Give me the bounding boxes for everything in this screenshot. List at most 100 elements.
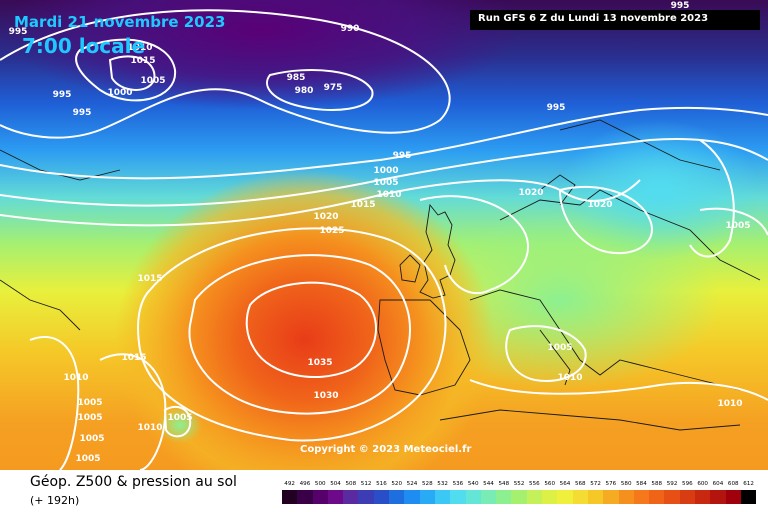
scale-color-swatch bbox=[358, 490, 374, 504]
scale-color-swatch bbox=[312, 490, 328, 504]
isobar-label: 1005 bbox=[547, 343, 572, 353]
scale-tick-label: 548 bbox=[498, 481, 510, 487]
scale-color-swatch bbox=[572, 490, 588, 504]
scale-color-swatch bbox=[725, 490, 741, 504]
scale-color-swatch bbox=[465, 490, 481, 504]
scale-color-swatch bbox=[526, 490, 543, 504]
isobar-label: 1005 bbox=[140, 76, 165, 86]
isobar-label: 1035 bbox=[307, 358, 332, 368]
scale-tick-label: 520 bbox=[391, 481, 403, 487]
isobar-label: 1010 bbox=[137, 423, 162, 433]
scale-color-swatch bbox=[389, 490, 405, 504]
isobar-label: 1020 bbox=[587, 200, 612, 210]
isobar-label: 1015 bbox=[130, 56, 155, 66]
scale-tick-label: 552 bbox=[513, 481, 525, 487]
scale-tick-label: 536 bbox=[452, 481, 464, 487]
isobar-label: 1005 bbox=[77, 413, 102, 423]
scale-color-swatch bbox=[710, 490, 726, 504]
scale-tick-label: 568 bbox=[574, 481, 586, 487]
scale-color-swatch bbox=[603, 490, 619, 504]
isobar-label: 1015 bbox=[137, 274, 162, 284]
isobar-label: 995 bbox=[393, 151, 412, 161]
scale-color-swatch bbox=[618, 490, 634, 504]
scale-tick-label: 504 bbox=[330, 481, 341, 487]
scale-tick-label: 596 bbox=[682, 481, 693, 487]
isobar-label: 1005 bbox=[725, 221, 750, 231]
scale-tick-label: 500 bbox=[314, 481, 326, 487]
scale-color-swatch bbox=[297, 490, 313, 504]
isobar-label: 1020 bbox=[313, 212, 338, 222]
scale-tick-label: 492 bbox=[284, 481, 295, 487]
scale-color-swatch bbox=[496, 490, 512, 504]
color-scale-ticks: 492 496 500 504 508 512 516 520 524 528 532 536 540 5… bbox=[282, 478, 756, 490]
scale-color-swatch bbox=[450, 490, 466, 504]
scale-tick-label: 600 bbox=[697, 481, 708, 487]
isobar-label: 1020 bbox=[518, 188, 543, 198]
scale-color-swatch bbox=[664, 490, 680, 504]
scale-tick-label: 604 bbox=[712, 481, 724, 487]
forecast-time: 7:00 locale bbox=[22, 34, 146, 58]
scale-color-swatch bbox=[480, 490, 497, 504]
scale-tick-label: 544 bbox=[483, 481, 494, 487]
isobar-label: 1005 bbox=[77, 398, 102, 408]
scale-color-swatch bbox=[343, 490, 359, 504]
scale-tick-label: 540 bbox=[467, 481, 479, 487]
isobar-label: 1005 bbox=[373, 178, 398, 188]
legend-title: Géop. Z500 & pression au sol bbox=[30, 474, 237, 490]
forecast-date: Mardi 21 novembre 2023 bbox=[14, 13, 226, 31]
scale-tick-label: 612 bbox=[743, 481, 754, 487]
scale-tick-label: 508 bbox=[345, 481, 357, 487]
isobar-lines bbox=[0, 9, 768, 470]
isobar-label: 1015 bbox=[121, 353, 146, 363]
scale-tick-label: 576 bbox=[605, 481, 617, 487]
copyright-text: Copyright © 2023 Meteociel.fr bbox=[300, 444, 472, 455]
color-scale: 492 496 500 504 508 512 516 520 524 528 532 536 540 5… bbox=[282, 478, 757, 506]
isobar-label: 1015 bbox=[350, 200, 375, 210]
scale-color-swatch bbox=[434, 490, 451, 504]
scale-color-swatch bbox=[404, 490, 420, 504]
isobar-label: 1010 bbox=[376, 190, 401, 200]
isobar-label: 1010 bbox=[717, 399, 742, 409]
model-run-label: Run GFS 6 Z du Lundi 13 novembre 2023 bbox=[478, 13, 709, 24]
isobar-label: 995 bbox=[547, 103, 566, 113]
isobar-label: 995 bbox=[73, 108, 92, 118]
isobar-label: 1000 bbox=[373, 166, 398, 176]
scale-color-swatch bbox=[679, 490, 696, 504]
scale-tick-label: 580 bbox=[620, 481, 632, 487]
scale-color-swatch bbox=[373, 490, 390, 504]
scale-tick-label: 524 bbox=[406, 481, 418, 487]
isobar-label: 1005 bbox=[167, 413, 192, 423]
isobar-label: 1005 bbox=[79, 434, 104, 444]
isobar-label: 995 bbox=[671, 1, 690, 11]
isobar-label: 980 bbox=[295, 86, 314, 96]
isobar-label: 995 bbox=[9, 27, 28, 37]
scale-color-swatch bbox=[282, 490, 298, 504]
scale-color-swatch bbox=[633, 490, 650, 504]
scale-color-swatch bbox=[740, 490, 757, 504]
isobar-label: 985 bbox=[287, 73, 306, 83]
isobar-label: 995 bbox=[53, 90, 72, 100]
isobar-label: 1005 bbox=[75, 454, 100, 464]
low-pressure-core bbox=[0, 0, 520, 110]
scale-color-swatch bbox=[419, 490, 435, 504]
scale-tick-label: 496 bbox=[299, 481, 311, 487]
scale-color-swatch bbox=[327, 490, 344, 504]
scale-color-swatch bbox=[649, 490, 665, 504]
scale-tick-label: 516 bbox=[376, 481, 387, 487]
scale-color-swatch bbox=[557, 490, 573, 504]
legend-subtitle: (+ 192h) bbox=[30, 494, 80, 507]
run-info-box bbox=[470, 10, 760, 30]
isobar-label: 1000 bbox=[107, 88, 132, 98]
scale-tick-label: 592 bbox=[666, 481, 678, 487]
scale-color-swatch bbox=[695, 490, 711, 504]
scale-tick-label: 608 bbox=[727, 481, 739, 487]
scale-tick-label: 588 bbox=[651, 481, 663, 487]
isobar-label: 1010 bbox=[557, 373, 582, 383]
isobar-label: 1010 bbox=[63, 373, 88, 383]
scale-color-swatch bbox=[542, 490, 558, 504]
scale-tick-label: 584 bbox=[636, 481, 647, 487]
color-scale-bar bbox=[282, 490, 757, 504]
scale-tick-label: 572 bbox=[590, 481, 601, 487]
